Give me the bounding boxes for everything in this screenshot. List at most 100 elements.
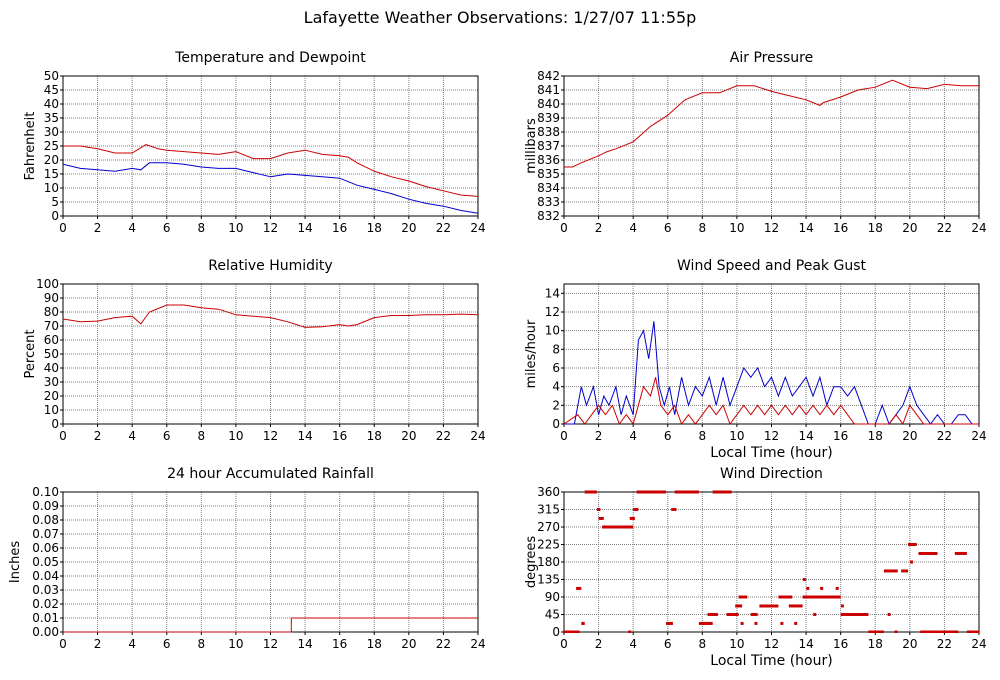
temperature-ytick-label: 10	[44, 181, 59, 195]
wind-direction-ytick-label: 315	[537, 503, 560, 517]
wind-direction-xlabel: Local Time (hour)	[710, 653, 832, 669]
rainfall-xtick-label: 0	[59, 637, 67, 651]
wind-direction-ytick-label: 90	[545, 590, 560, 604]
wind-speed-ytick-label: 6	[552, 361, 560, 375]
pressure-title: Air Pressure	[730, 50, 813, 66]
pressure-data	[564, 79, 979, 168]
rainfall-ytick-label: 0.04	[32, 569, 59, 583]
pressure-xtick-label: 0	[560, 221, 568, 235]
humidity-title: Relative Humidity	[208, 258, 332, 274]
temperature-ytick-label: 15	[44, 167, 59, 181]
temperature-xtick-label: 20	[401, 221, 416, 235]
rainfall-ytick-label: 0.03	[32, 583, 59, 597]
pressure-xtick-label: 2	[595, 221, 603, 235]
wind-direction-xtick-label: 22	[937, 637, 952, 651]
humidity-xtick-label: 20	[401, 429, 416, 443]
temperature-ytick-label: 50	[44, 69, 59, 83]
wind-direction-xtick-label: 18	[868, 637, 883, 651]
temperature-series-0-line	[63, 144, 478, 197]
wind-direction-ytick-label: 180	[537, 555, 560, 569]
humidity-ytick-label: 20	[44, 389, 59, 403]
temperature-xtick-label: 16	[332, 221, 347, 235]
humidity-ytick-label: 0	[51, 417, 59, 431]
rainfall-xtick-label: 24	[470, 637, 485, 651]
rainfall-xtick-label: 14	[297, 637, 312, 651]
wind-speed-xtick-label: 0	[560, 429, 568, 443]
wind-speed-ytick-label: 12	[545, 305, 560, 319]
humidity-xtick-label: 22	[436, 429, 451, 443]
pressure-xtick-label: 14	[798, 221, 813, 235]
page-title: Lafayette Weather Observations: 1/27/07 …	[303, 8, 697, 27]
wind-speed-xtick-label: 8	[699, 429, 707, 443]
humidity-xtick-label: 2	[94, 429, 102, 443]
pressure-series-0-line	[564, 79, 979, 168]
wind-direction-direction-point	[581, 621, 585, 625]
wind-speed-xtick-label: 18	[868, 429, 883, 443]
wind-speed-grid	[564, 284, 979, 424]
rainfall-ytick-label: 0.08	[32, 513, 59, 527]
temperature-xtick-label: 14	[297, 221, 312, 235]
temperature-ytick-label: 45	[44, 83, 59, 97]
rainfall-xtick-label: 8	[198, 637, 206, 651]
wind-direction-direction-point	[820, 586, 824, 590]
wind-direction-ytick-label: 225	[537, 538, 560, 552]
humidity-ytick-label: 90	[44, 291, 59, 305]
wind-speed-xtick-label: 2	[595, 429, 603, 443]
rainfall-ytick-label: 0.05	[32, 555, 59, 569]
wind-direction-xtick-label: 12	[764, 637, 779, 651]
wind-direction-direction-point	[754, 621, 758, 625]
wind-direction-direction-point	[780, 621, 784, 625]
wind-direction-direction-point	[813, 613, 817, 616]
temperature-grid	[63, 76, 478, 216]
pressure-xtick-label: 24	[971, 221, 986, 235]
rainfall-xtick-label: 16	[332, 637, 347, 651]
wind-speed-series-0-line	[564, 321, 979, 425]
wind-direction-xtick-label: 4	[629, 637, 637, 651]
wind-speed-xtick-label: 10	[729, 429, 744, 443]
humidity-ytick-label: 80	[44, 305, 59, 319]
wind-speed-ytick-label: 10	[545, 324, 560, 338]
wind-speed-xtick-label: 6	[664, 429, 672, 443]
wind-direction-ylabel: degrees	[524, 536, 539, 589]
wind-speed-xtick-label: 4	[629, 429, 637, 443]
wind-direction-xtick-label: 0	[560, 637, 568, 651]
wind-speed-xtick-label: 12	[764, 429, 779, 443]
temperature-xtick-label: 0	[59, 221, 67, 235]
humidity-ytick-label: 30	[44, 375, 59, 389]
temperature-ytick-label: 0	[51, 209, 59, 223]
humidity-ylabel: Percent	[23, 330, 38, 379]
temperature-ytick-label: 25	[44, 139, 59, 153]
rainfall-ytick-label: 0.02	[32, 597, 59, 611]
wind-speed-ytick-label: 14	[545, 286, 560, 300]
pressure-ytick-label: 838	[537, 125, 560, 139]
rainfall-xtick-label: 22	[436, 637, 451, 651]
wind-direction-ytick-label: 270	[537, 520, 560, 534]
temperature-xtick-label: 8	[198, 221, 206, 235]
humidity-ytick-label: 50	[44, 347, 59, 361]
wind-direction-direction-point	[887, 613, 891, 616]
wind-direction-ytick-label: 0	[552, 625, 560, 639]
pressure-xtick-label: 4	[629, 221, 637, 235]
wind-speed-ytick-label: 2	[552, 398, 560, 412]
temperature-ylabel: Fahrenheit	[23, 112, 38, 181]
wind-direction-xtick-label: 8	[699, 637, 707, 651]
wind-speed-ylabel: miles/hour	[524, 319, 539, 388]
temperature-xtick-label: 22	[436, 221, 451, 235]
rainfall-xtick-label: 6	[163, 637, 171, 651]
rainfall-ytick-label: 0.00	[32, 625, 59, 639]
pressure-xtick-label: 18	[868, 221, 883, 235]
humidity-xtick-label: 14	[297, 429, 312, 443]
pressure-ytick-label: 835	[537, 167, 560, 181]
temperature-ytick-label: 30	[44, 125, 59, 139]
wind-direction-xtick-label: 16	[833, 637, 848, 651]
wind-speed-xtick-label: 14	[798, 429, 813, 443]
pressure-xtick-label: 20	[902, 221, 917, 235]
wind-speed-series-1-line	[564, 377, 979, 425]
wind-direction-data	[564, 490, 979, 633]
wind-direction-xtick-label: 10	[729, 637, 744, 651]
humidity-xtick-label: 0	[59, 429, 67, 443]
